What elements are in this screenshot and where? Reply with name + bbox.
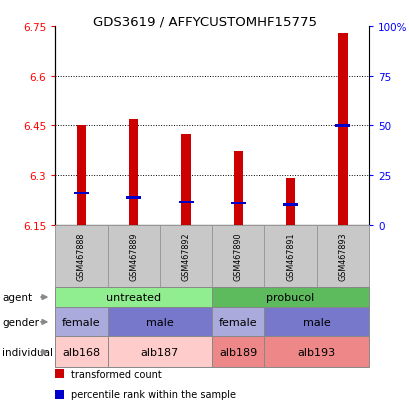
Text: transformed count: transformed count bbox=[70, 369, 161, 379]
Text: GSM467892: GSM467892 bbox=[181, 232, 190, 280]
Text: alb189: alb189 bbox=[219, 347, 257, 357]
Bar bbox=[76, 125, 86, 225]
Text: GSM467889: GSM467889 bbox=[129, 232, 138, 280]
Bar bbox=[335, 125, 350, 127]
Bar bbox=[181, 134, 190, 225]
Text: individual: individual bbox=[2, 347, 53, 357]
Text: gender: gender bbox=[2, 317, 39, 327]
Bar bbox=[337, 33, 347, 225]
Text: GSM467893: GSM467893 bbox=[337, 232, 346, 280]
Bar bbox=[285, 179, 294, 225]
Bar bbox=[74, 192, 89, 195]
Text: agent: agent bbox=[2, 292, 32, 302]
Bar bbox=[129, 119, 138, 225]
Bar bbox=[233, 152, 243, 225]
Text: untreated: untreated bbox=[106, 292, 161, 302]
Text: female: female bbox=[218, 317, 257, 327]
Bar bbox=[282, 204, 297, 206]
Text: percentile rank within the sample: percentile rank within the sample bbox=[70, 389, 235, 399]
Bar bbox=[178, 201, 193, 204]
Bar bbox=[230, 202, 245, 205]
Text: alb168: alb168 bbox=[62, 347, 100, 357]
Text: probucol: probucol bbox=[266, 292, 314, 302]
Text: alb193: alb193 bbox=[297, 347, 335, 357]
Text: male: male bbox=[146, 317, 173, 327]
Text: GSM467891: GSM467891 bbox=[285, 232, 294, 280]
Text: female: female bbox=[62, 317, 101, 327]
Text: alb187: alb187 bbox=[140, 347, 179, 357]
Text: male: male bbox=[302, 317, 330, 327]
Text: GSM467888: GSM467888 bbox=[77, 232, 86, 280]
Text: GSM467890: GSM467890 bbox=[233, 232, 242, 280]
Text: GDS3619 / AFFYCUSTOMHF15775: GDS3619 / AFFYCUSTOMHF15775 bbox=[93, 16, 316, 28]
Bar bbox=[126, 197, 141, 199]
